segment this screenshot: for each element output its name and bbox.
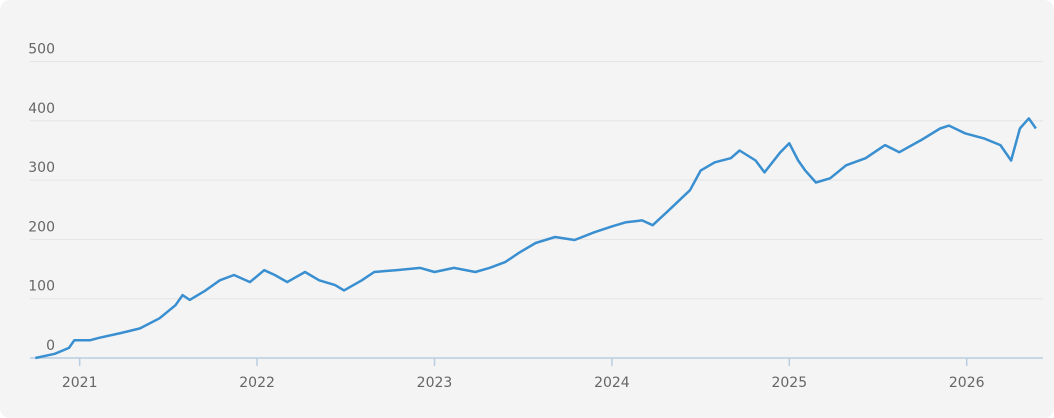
x-tick-label: 2021: [62, 375, 98, 391]
y-tick-label: 100: [28, 279, 55, 295]
x-tick-label: 2025: [771, 375, 807, 391]
x-tick-label: 2023: [417, 375, 453, 391]
x-tick-label: 2026: [949, 375, 985, 391]
x-tick-label: 2022: [239, 375, 275, 391]
y-tick-label: 200: [28, 219, 55, 235]
y-tick-label: 300: [28, 160, 55, 176]
y-tick-label: 400: [28, 101, 55, 117]
y-tick-label: 500: [28, 42, 55, 58]
y-tick-label: 0: [46, 338, 55, 354]
line: [35, 117, 1037, 360]
x-tick-label: 2024: [594, 375, 630, 391]
